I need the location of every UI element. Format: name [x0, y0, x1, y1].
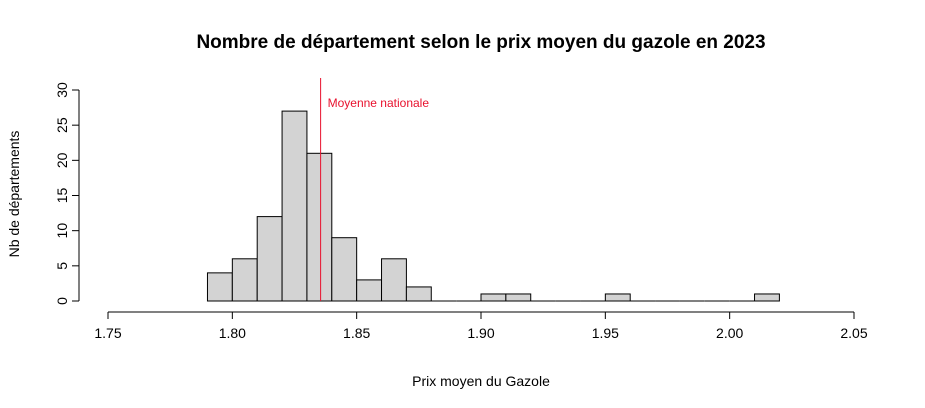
- y-tick-label: 20: [54, 152, 70, 168]
- x-tick-label: 1.95: [592, 325, 619, 341]
- histogram-bar: [356, 279, 383, 302]
- y-axis-label: Nb de départements: [6, 131, 22, 258]
- histogram-bar: [754, 293, 780, 302]
- national-average-label: Moyenne nationale: [328, 96, 430, 110]
- x-tick-label: 1.75: [94, 325, 121, 341]
- histogram-bar: [480, 293, 507, 302]
- x-tick-label: 1.90: [467, 325, 494, 341]
- histogram-bar: [281, 110, 308, 302]
- y-tick-label: 5: [54, 262, 70, 270]
- histogram-bar: [505, 293, 532, 302]
- histogram-bar: [306, 152, 333, 302]
- x-tick-label: 2.05: [840, 325, 867, 341]
- x-tick-label: 2.00: [716, 325, 743, 341]
- histogram-bar: [231, 258, 258, 302]
- x-tick-label: 1.80: [219, 325, 246, 341]
- x-axis-label: Prix moyen du Gazole: [412, 373, 550, 389]
- y-tick-label: 25: [54, 117, 70, 133]
- histogram-bar: [604, 293, 631, 302]
- histogram-bar: [331, 237, 358, 302]
- histogram-bar: [381, 258, 407, 302]
- y-axis: 0 5 10 15 20 25 30: [54, 82, 80, 305]
- histogram-bar: [405, 286, 432, 302]
- reference-line-group: Moyenne nationale: [320, 78, 430, 301]
- y-tick-label: 0: [54, 297, 70, 305]
- histogram-bars: [206, 110, 780, 302]
- x-axis: 1.75 1.80 1.85 1.90 1.95 2.00 2.05: [94, 311, 868, 341]
- y-tick-label: 15: [54, 188, 70, 204]
- histogram-bar: [256, 216, 283, 302]
- chart-title: Nombre de département selon le prix moye…: [196, 32, 765, 53]
- y-tick-label: 30: [54, 82, 70, 98]
- x-tick-label: 1.85: [343, 325, 370, 341]
- histogram-bar: [206, 272, 233, 302]
- y-tick-label: 10: [54, 223, 70, 239]
